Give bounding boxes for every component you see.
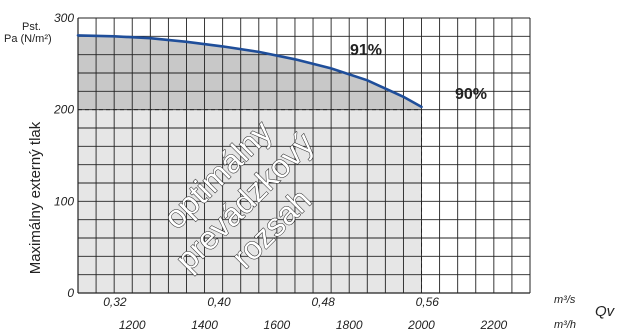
efficiency-91-label: 91%	[350, 42, 382, 59]
x-unit-bottom-label: m³/h	[554, 319, 576, 331]
ticks-layer: 0 100 200 300 0,32 0,40 0,48 0,56 1200 1400 1600 18…	[53, 11, 508, 332]
x-tick-label-m3s: 0,48	[311, 295, 335, 309]
x-unit-top-label: m³/s	[554, 294, 576, 306]
y-unit-top-label: Pst.	[22, 21, 41, 33]
x-tick-label-m3s: 0,56	[416, 295, 440, 309]
x-tick-label-m3s: 0,40	[207, 295, 231, 309]
fan-curve-line	[76, 34, 423, 109]
efficiency-90-label: 90%	[455, 86, 487, 103]
x-tick-label-m3h: 1200	[119, 318, 146, 332]
x-tick-label-m3h: 1600	[264, 318, 291, 332]
x-tick-label-m3h: 1400	[191, 318, 218, 332]
y-tick-label: 100	[54, 194, 74, 208]
x-tick-label-m3h: 2000	[407, 318, 435, 332]
y-tick-label: 0	[67, 286, 74, 300]
y-tick-label: 300	[54, 11, 74, 25]
curve-layer	[76, 34, 423, 109]
y-unit-bottom-label: Pa (N/m²)	[4, 33, 52, 45]
x-tick-label-m3h: 1800	[336, 318, 363, 332]
y-tick-label: 200	[53, 103, 74, 117]
x-tick-label-m3h: 2200	[479, 318, 507, 332]
x-tick-label-m3s: 0,32	[103, 295, 127, 309]
grid-layer	[77, 17, 531, 294]
y-axis-label: Maximálny externý tlak	[27, 121, 44, 274]
x-axis-label: Qv	[595, 303, 616, 320]
